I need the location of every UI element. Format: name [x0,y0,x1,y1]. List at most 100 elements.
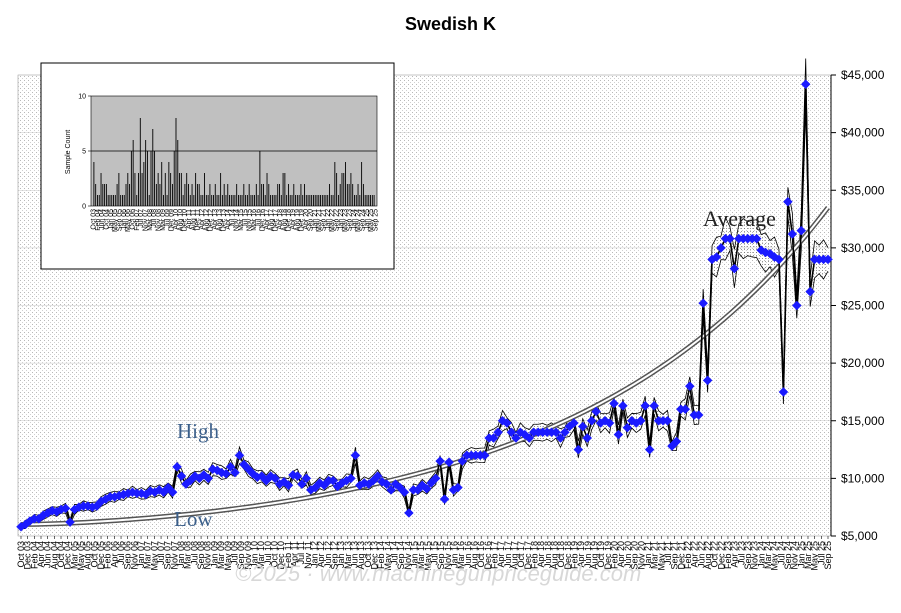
inset-x-tick-label: Jan 05 [108,209,115,230]
x-tick-label: Nov 06 [129,541,139,570]
data-point [613,429,624,440]
x-tick-label: Aug 04 [49,541,59,570]
x-tick-label: Jan 25 [796,541,806,568]
inset-x-tick-label: Apr 10 [173,209,180,230]
high-line [20,58,829,526]
x-tick-label: Dec 10 [276,541,286,570]
x-tick-label: Mar 09 [216,541,226,569]
x-tick-label: Aug 05 [83,541,93,570]
x-tick-label: Sep 25 [823,541,833,570]
x-tick-label: Apr 19 [576,541,586,568]
data-point [439,494,450,504]
data-point [421,483,432,494]
data-point [399,487,410,498]
x-tick-label: Jan 13 [336,541,346,568]
x-tick-label: Mar 07 [143,541,153,569]
x-tick-label: Mar 16 [456,541,466,569]
data-point [725,233,735,244]
data-point [609,398,619,409]
x-tick-label: Apr 18 [536,541,546,568]
x-tick-label: Jun 04 [43,541,53,568]
x-tick-label: Sep 15 [436,541,446,570]
data-point [796,225,807,236]
data-point [524,433,535,443]
data-point [506,427,517,438]
x-tick-label: May 09 [223,541,233,571]
x-tick-label: Mar 05 [69,541,79,569]
x-tick-label: Feb 20 [610,541,620,569]
x-tick-label: Aug 18 [550,541,560,570]
x-tick-label: Sep 09 [236,541,246,570]
inset-x-tick-label: Sep 23 [346,209,353,231]
inset-x-tick-label: May 25 [368,209,375,232]
inset-x-tick-label: Apr 17 [264,209,271,230]
data-point [493,427,503,438]
watermark: ©2025 · www.machinegunpriceguide.com [235,561,641,586]
x-tick-label: May 21 [656,541,666,571]
x-tick-label: May 15 [423,541,433,571]
x-tick-label: Aug 13 [356,541,366,570]
x-tick-label: Jan 09 [209,541,219,568]
x-tick-label: Jan 16 [450,541,460,568]
data-point [221,468,231,479]
x-tick-label: Jun 13 [349,541,359,568]
inset-x-tick-label: Jan 06 [121,209,128,230]
x-tick-label: May 25 [810,541,820,571]
x-tick-label: Jan 21 [643,541,653,568]
x-tick-label: Dec 16 [483,541,493,570]
inset-x-tick-label: Apr 20 [303,209,310,230]
data-point [783,196,793,207]
data-point [292,471,303,481]
x-tick-label: Nov 11 [303,541,313,569]
y-tick-label: $40,000 [841,126,885,140]
x-tick-label: Jul 07 [156,541,166,565]
x-tick-label: Mar 21 [650,541,660,569]
x-tick-label: May 07 [149,541,159,571]
trend-line [20,206,830,527]
x-tick-label: Jul 09 [229,541,239,565]
x-tick-label: Sep 14 [396,541,406,570]
x-tick-label: May 14 [383,541,393,571]
data-point [644,444,655,455]
data-point [430,473,441,484]
x-tick-label: Dec 05 [96,541,106,570]
x-tick-label: Jul 24 [776,541,786,565]
data-point [716,243,726,253]
high-low-band [20,58,829,530]
x-tick-label: Oct 17 [516,541,526,568]
x-tick-label: Dec 13 [369,541,379,570]
x-tick-label: Sep 24 [783,541,793,570]
inset-x-tick-label: Feb 07 [134,209,141,231]
data-point [65,517,75,528]
inset-x-tick-label: Jan 22 [325,209,332,230]
x-tick-label: Nov 14 [403,541,413,570]
inset-x-tick-label: Jul 16 [255,209,262,228]
inset-x-tick-label: Oct 04 [104,209,111,230]
data-point [774,254,784,265]
x-tick-label: Feb 06 [103,541,113,569]
inset-y-label: Sample Count [65,130,72,174]
inset-y-axis: 0 5 10 [78,94,91,211]
data-point [60,503,71,514]
x-tick-label: Nov 20 [636,541,646,570]
inset-x-tick-label: Jul 09 [164,209,171,228]
x-tick-label: Jul 14 [389,541,399,565]
inset-x-tick-label: Jul 07 [138,209,145,228]
inset-x-tick-label: Aug 13 [216,209,223,231]
x-tick-label: Feb 22 [683,541,693,569]
inset-x-tick-label: Dec 11 [195,209,202,231]
data-point [453,482,463,493]
x-tick-label: Jan 08 [176,541,186,568]
inset-x-tick-label: May 21 [316,209,323,232]
x-tick-label: Dec 17 [523,541,533,570]
inset-x-tick-label: May 23 [342,209,349,232]
y-tick-label: $5,000 [841,529,878,543]
inset-x-tick-label: Dec 10 [182,209,189,231]
x-tick-label: Nov 07 [169,541,179,570]
x-tick-label: Mar 24 [763,541,773,569]
data-point [381,479,392,489]
x-tick-label: Dec 18 [563,541,573,570]
inset-x-tick-label: Dec 09 [169,209,176,231]
x-tick-label: Jul 21 [663,541,673,565]
